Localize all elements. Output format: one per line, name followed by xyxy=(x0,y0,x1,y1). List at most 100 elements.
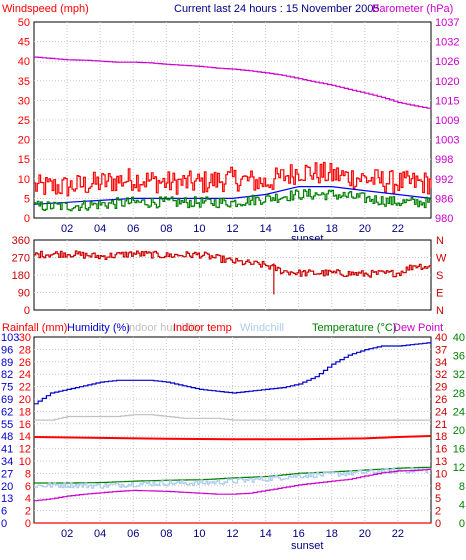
y-tick-temp: 21 xyxy=(435,419,447,431)
panel-wind-barometer: Windspeed (mph) Current last 24 hours : … xyxy=(2,3,459,245)
x-tick-label: 22 xyxy=(392,223,404,235)
y-tick-barometer: 1009 xyxy=(435,115,459,127)
y-tick-barometer: 1020 xyxy=(435,76,459,88)
y-tick-temp2: 36 xyxy=(453,351,465,363)
y-tick-rain: 4 xyxy=(25,493,31,505)
y-tick-temp: 8 xyxy=(435,481,441,493)
compass-label: S xyxy=(436,270,443,282)
x-tick-label: 04 xyxy=(94,223,106,235)
y-tick-temp2: 20 xyxy=(453,425,465,437)
y-tick-humidity: 82 xyxy=(1,369,13,381)
y-tick-barometer: 1003 xyxy=(435,135,459,147)
y-tick-rain: 26 xyxy=(19,357,31,369)
x-tick-label: 10 xyxy=(193,223,205,235)
y-tick-temp: 34 xyxy=(435,357,447,369)
panel1-right-title: Barometer (hPa) xyxy=(372,3,453,15)
x-tick-label: 14 xyxy=(259,223,271,235)
y-tick-windspeed: 40 xyxy=(18,56,30,68)
y-tick-barometer: 1015 xyxy=(435,95,459,107)
panel1-series xyxy=(33,56,432,212)
y-tick-windspeed: 50 xyxy=(18,17,30,29)
compass-label: E xyxy=(436,288,443,300)
y-tick-temp: 10 xyxy=(435,468,447,480)
panel1-title: Current last 24 hours : 15 November 2005 xyxy=(174,3,379,15)
panel3-grid xyxy=(34,337,431,523)
legend-item: Humidity (%) xyxy=(67,322,130,334)
x-tick-label: 06 xyxy=(127,528,139,540)
compass-label: N xyxy=(436,235,444,247)
y-tick-humidity: 69 xyxy=(1,394,13,406)
y-tick-windspeed: 10 xyxy=(18,174,30,186)
x-tick-label: 20 xyxy=(359,223,371,235)
y-tick-temp: 16 xyxy=(435,444,447,456)
panel-temperature-humidity: Rainfall (mm) Humidity (%)Indoor humidity… xyxy=(1,322,465,552)
series-wind-gust xyxy=(34,161,432,197)
y-tick-direction: 270 xyxy=(12,253,30,265)
series-humidity xyxy=(34,342,432,405)
y-tick-barometer: 1026 xyxy=(435,56,459,68)
y-tick-rain: 28 xyxy=(19,344,31,356)
y-tick-barometer: 980 xyxy=(435,213,453,225)
y-tick-windspeed: 5 xyxy=(24,193,30,205)
panel3-series xyxy=(33,342,432,524)
x-tick-label: 08 xyxy=(160,223,172,235)
y-tick-temp: 37 xyxy=(435,344,447,356)
y-tick-temp2: 8 xyxy=(459,481,465,493)
y-tick-humidity: 96 xyxy=(1,344,13,356)
y-tick-direction: 360 xyxy=(12,235,30,247)
y-tick-rain: 10 xyxy=(19,456,31,468)
y-tick-rain: 12 xyxy=(19,444,31,456)
y-tick-rain: 0 xyxy=(25,518,31,530)
y-tick-humidity: 13 xyxy=(1,493,13,505)
y-tick-humidity: 62 xyxy=(1,406,13,418)
x-tick-label: 04 xyxy=(94,528,106,540)
legend-item: Dew Point xyxy=(393,322,443,334)
legend-item: Indoor temp xyxy=(173,322,232,334)
x-tick-label: 02 xyxy=(61,223,73,235)
legend-item: Temperature (°C) xyxy=(312,322,396,334)
y-tick-rain: 14 xyxy=(19,431,31,443)
panel3-legend: Rainfall (mm) Humidity (%)Indoor humidity… xyxy=(2,322,443,334)
compass-label: N xyxy=(436,305,444,317)
legend-item: Indoor humidity xyxy=(126,322,202,334)
y-tick-barometer: 998 xyxy=(435,154,453,166)
y-tick-temp2: 28 xyxy=(453,388,465,400)
y-tick-temp: 32 xyxy=(435,369,447,381)
series-dew-point xyxy=(34,468,432,502)
y-tick-rain: 18 xyxy=(19,406,31,418)
legend-item: Windchill xyxy=(240,322,284,334)
x-tick-label: 12 xyxy=(226,223,238,235)
y-tick-humidity: 48 xyxy=(1,431,13,443)
y-tick-humidity: 41 xyxy=(1,444,13,456)
x-tick-label: 02 xyxy=(61,528,73,540)
series-indoor-humidity xyxy=(34,414,431,421)
y-tick-barometer: 1032 xyxy=(435,37,459,49)
y-tick-humidity: 27 xyxy=(1,468,13,480)
y-tick-temp2: 24 xyxy=(453,406,465,418)
y-tick-temp: 40 xyxy=(435,332,447,344)
y-tick-humidity: 55 xyxy=(1,419,13,431)
y-tick-humidity: 6 xyxy=(1,506,7,518)
series-wind-direction xyxy=(34,250,432,278)
series-barometer xyxy=(34,56,432,109)
y-tick-temp2: 0 xyxy=(459,518,465,530)
y-tick-rain: 16 xyxy=(19,419,31,431)
series-wind-low xyxy=(34,188,432,212)
y-tick-temp2: 40 xyxy=(453,332,465,344)
panel2-left-ticks: 360 270 180 90 0 xyxy=(12,235,30,317)
y-tick-windspeed: 20 xyxy=(18,135,30,147)
y-tick-temp: 26 xyxy=(435,394,447,406)
y-tick-barometer: 992 xyxy=(435,174,453,186)
panel3-x-ticks: 02 04 06 08 10 12 14 16 18 20 22 xyxy=(61,528,404,540)
y-tick-windspeed: 45 xyxy=(18,37,30,49)
x-tick-label: 22 xyxy=(392,528,404,540)
y-tick-humidity: 34 xyxy=(1,456,13,468)
x-tick-label: 10 xyxy=(193,528,205,540)
y-tick-windspeed: 25 xyxy=(18,115,30,127)
y-tick-windspeed: 35 xyxy=(18,76,30,88)
